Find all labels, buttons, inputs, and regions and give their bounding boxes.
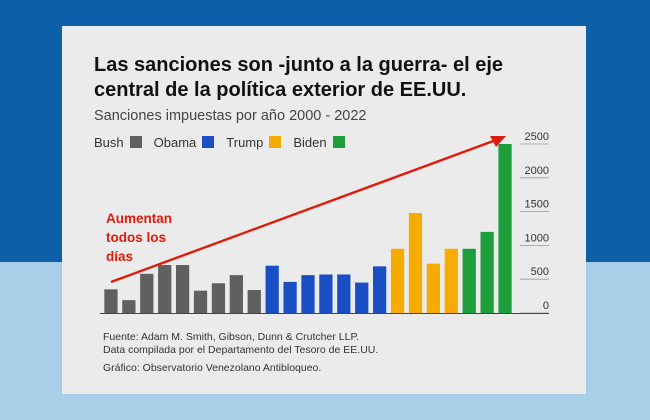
annotation-line: días: [106, 249, 133, 264]
chart-title: Las sanciones son -junto a la guerra- el…: [94, 54, 504, 101]
legend-swatch-bush: [129, 136, 142, 148]
trend-arrow-head: [490, 136, 506, 147]
bar-2002: [140, 273, 154, 313]
legend-label-trump: Trump: [226, 134, 264, 150]
y-tick-label: 2500: [525, 131, 549, 143]
bar-2001: [122, 300, 136, 313]
legend-item-biden: Biden: [293, 134, 345, 150]
bar-2010: [283, 281, 297, 313]
legend-swatch-biden: [332, 136, 345, 148]
annotation-line: todos los: [106, 230, 166, 245]
bar-2017: [408, 212, 423, 313]
bar-2019: [444, 248, 458, 313]
bar-2003: [158, 265, 172, 313]
legend-item-trump: Trump: [226, 134, 282, 150]
legend-swatch-trump: [269, 136, 282, 148]
trend-arrow-line: [110, 138, 497, 284]
bar-2005: [193, 290, 208, 313]
bar-2014: [355, 282, 369, 313]
bar-2004: [175, 265, 190, 313]
legend-label-biden: Biden: [293, 134, 327, 150]
footer-compiled: Data compilada por el Departamento del T…: [103, 344, 379, 356]
bar-2022: [498, 144, 512, 313]
y-tick-label: 1500: [525, 199, 549, 211]
legend-item-bush: Bush: [94, 135, 142, 150]
bar-2009: [265, 265, 279, 313]
bar-2018: [426, 263, 441, 313]
legend-label-obama: Obama: [153, 134, 197, 150]
legend: Bush Obama Trump Biden: [94, 134, 357, 150]
legend-label-bush: Bush: [94, 134, 124, 150]
legend-swatch-obama: [202, 136, 215, 148]
bar-2012: [319, 274, 333, 313]
footer-graphic: Gráfico: Observatorio Venezolano Antiblo…: [103, 362, 322, 374]
annotation-line: Aumentan: [106, 211, 172, 226]
y-tick-label: 2000: [525, 165, 549, 177]
bar-2008: [247, 290, 261, 313]
bar-2020: [462, 248, 476, 313]
bar-2021: [480, 231, 494, 313]
legend-item-obama: Obama: [154, 135, 215, 150]
bar-2011: [301, 275, 315, 313]
y-tick-label: 1000: [525, 232, 549, 244]
y-tick-label: 0: [543, 300, 549, 312]
bar-2013: [337, 274, 351, 313]
bar-2006: [211, 283, 226, 313]
y-tick-label: 500: [531, 266, 549, 278]
footer-source: Fuente: Adam M. Smith, Gibson, Dunn & Cr…: [103, 331, 360, 343]
bar-2015: [373, 266, 387, 313]
bar-2016: [390, 248, 405, 313]
bar-2007: [229, 275, 243, 313]
bar-2000: [104, 289, 118, 313]
chart-subtitle: Sanciones impuestas por año 2000 - 2022: [94, 108, 367, 124]
